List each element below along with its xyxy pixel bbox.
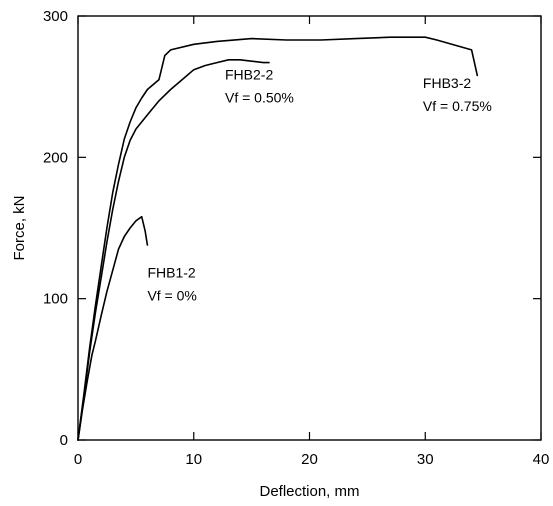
x-tick-label: 10 xyxy=(185,451,202,468)
y-tick-label: 300 xyxy=(43,8,68,25)
annotation-fiber-volume: Vf = 0.75% xyxy=(423,98,492,114)
y-tick-label: 0 xyxy=(60,432,68,449)
x-axis-title: Deflection, mm xyxy=(259,483,359,500)
x-tick-label: 20 xyxy=(301,451,318,468)
x-tick-label: 30 xyxy=(417,451,434,468)
axis-layer: 0 10 20 30 40 0 100 200 300 xyxy=(43,8,549,468)
series-layer xyxy=(77,36,479,441)
series-line-fhb2-2 xyxy=(77,59,270,441)
annotation-specimen: FHB2-2 xyxy=(225,67,273,83)
x-tick-label: 40 xyxy=(533,451,550,468)
annotation-fiber-volume: Vf = 0% xyxy=(147,287,196,303)
series-line-fhb1-2 xyxy=(77,215,149,441)
annotation-specimen: FHB3-2 xyxy=(423,75,471,91)
y-tick-label: 200 xyxy=(43,149,68,166)
annotation-specimen: FHB1-2 xyxy=(147,264,195,280)
y-axis-title: Force, kN xyxy=(11,195,28,260)
annotation-fiber-volume: Vf = 0.50% xyxy=(225,90,294,106)
series-line-fhb3-2 xyxy=(77,36,479,441)
plot-frame xyxy=(77,15,542,441)
y-tick-label: 100 xyxy=(43,291,68,308)
annotation-layer: FHB1-2 Vf = 0% FHB2-2 Vf = 0.50% FHB3-2 Vf = … xyxy=(147,67,491,304)
x-tick-label: 0 xyxy=(74,451,82,468)
